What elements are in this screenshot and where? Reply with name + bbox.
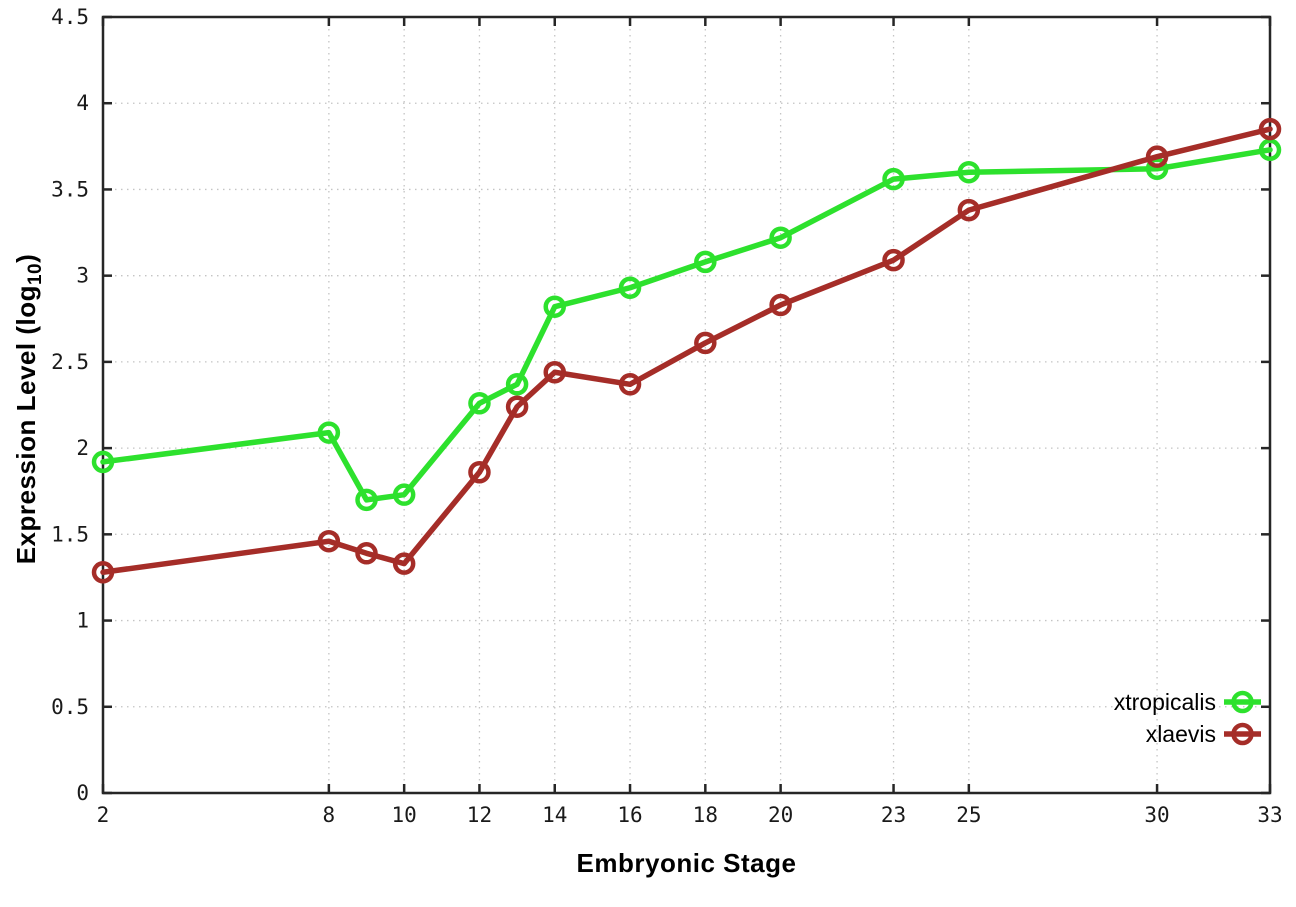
data-point-xtropicalis [543,295,566,318]
y-axis-title: Expression Level (log10) [11,159,47,659]
y-tick-label: 1.5 [51,522,89,546]
x-tick-label: 18 [693,803,718,827]
x-tick-label: 20 [768,803,793,827]
data-point-xlaevis [392,552,416,575]
x-tick-label: 14 [542,803,567,827]
data-point-xlaevis [694,331,717,355]
legend-sample-point-xlaevis [1231,722,1254,746]
x-axis-title: Embryonic Stage [576,848,797,878]
data-point-xtropicalis [1145,157,1169,181]
data-point-xlaevis [543,360,566,384]
y-tick-label: 0.5 [51,695,89,719]
x-tick-label: 12 [467,803,492,827]
data-point-xlaevis [957,198,981,222]
data-point-xtropicalis [1258,138,1282,162]
data-point-xlaevis [468,461,491,484]
y-axis-title-main: Expression Level (log [11,285,41,565]
x-tick-label: 30 [1144,803,1169,827]
data-point-xlaevis [1145,145,1169,168]
data-point-xlaevis [769,293,792,317]
data-point-xtropicalis [882,167,905,191]
data-point-xtropicalis [392,483,416,506]
series-line-xtropicalis [100,147,1273,503]
series-line-xlaevis [100,126,1273,576]
data-point-xlaevis [317,529,341,553]
data-point-xtropicalis [91,450,115,474]
y-tick-label: 2.5 [51,350,89,374]
legend-label-xtropicalis: xtropicalis [1114,689,1216,715]
data-point-xtropicalis [769,226,792,249]
y-tick-label: 4 [76,91,89,115]
data-point-xtropicalis [618,276,642,299]
x-tick-label: 10 [392,803,417,827]
plot-border [101,15,1272,795]
y-axis-title-close: ) [11,253,41,263]
x-tick-label: 8 [323,803,336,827]
data-point-xlaevis [882,248,905,272]
legend-label-xlaevis: xlaevis [1146,721,1216,747]
data-point-xlaevis [355,542,378,565]
x-tick-label: 33 [1257,803,1282,827]
data-point-xtropicalis [957,160,981,184]
data-point-xtropicalis [317,421,341,444]
data-point-xtropicalis [505,373,529,396]
y-tick-label: 2 [76,436,89,460]
data-point-xtropicalis [694,250,717,274]
x-tick-label: 25 [956,803,981,827]
data-point-xlaevis [1258,117,1282,141]
y-tick-label: 3.5 [51,177,89,201]
y-axis-title-sub: 10 [25,262,46,286]
legend-sample-point-xtropicalis [1231,690,1254,714]
data-point-xlaevis [505,395,529,418]
x-tick-label: 2 [97,803,110,827]
data-point-xtropicalis [468,392,491,415]
y-tick-label: 4.5 [51,5,89,29]
y-tick-label: 0 [76,781,89,805]
x-tick-label: 23 [881,803,906,827]
y-tick-label: 1 [76,609,89,633]
data-point-xtropicalis [355,488,378,512]
y-tick-label: 3 [76,264,89,288]
data-point-xlaevis [91,561,115,584]
x-tick-label: 16 [617,803,642,827]
data-point-xlaevis [618,373,642,396]
